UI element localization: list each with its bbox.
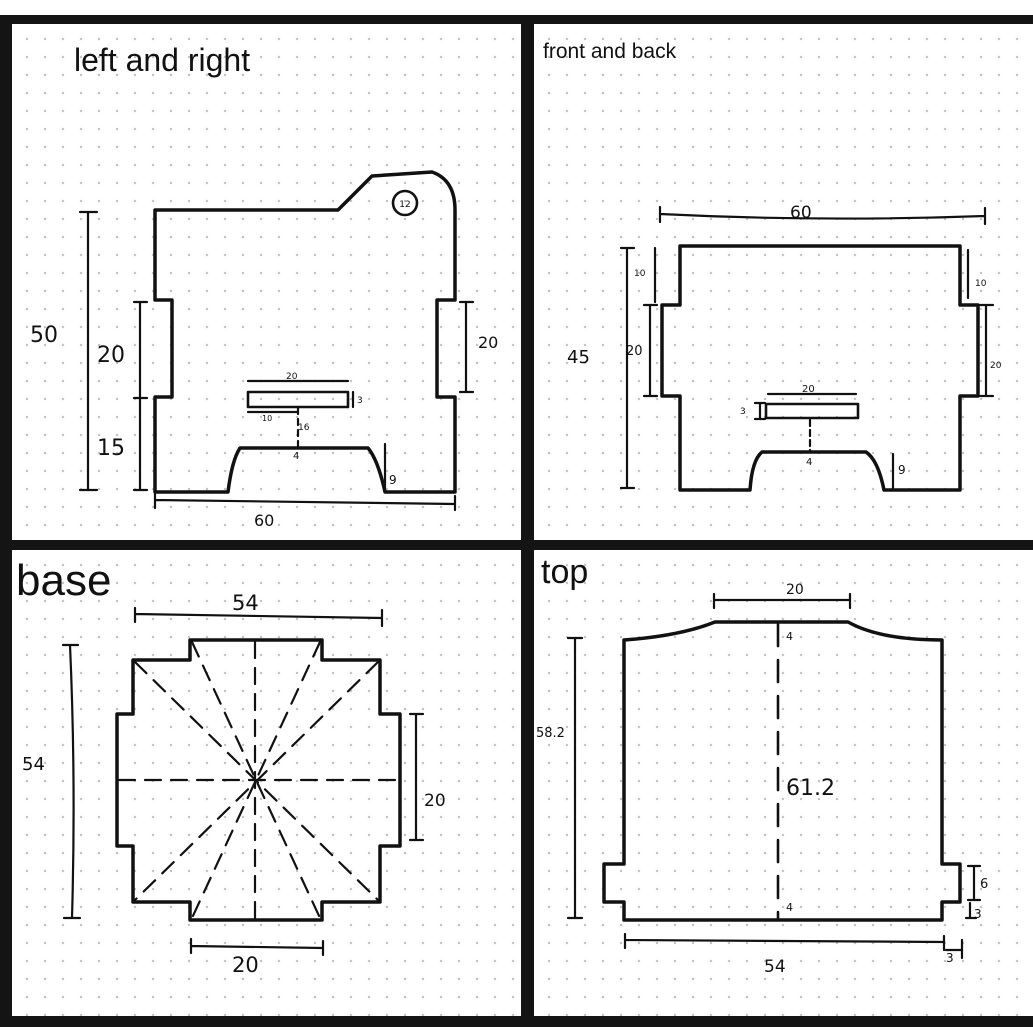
dim-line-width: [623, 932, 946, 952]
dim-width: 60: [790, 203, 812, 223]
dim-line-left-tab: [642, 303, 659, 398]
fold-line-diagonal-b: [133, 660, 380, 902]
dim-left-tab: 20: [626, 344, 643, 359]
panel-top: [534, 550, 1033, 1016]
dim-right-tab: 20: [990, 361, 1002, 371]
dim-slot-left: 10: [262, 414, 272, 423]
dim-width: 54: [232, 591, 259, 615]
dim-inner-height: 61.2: [786, 776, 835, 801]
dim-slot-width: 20: [286, 372, 298, 382]
dim-line-corner: [944, 938, 964, 960]
dim-line-width: [153, 492, 457, 512]
frame-center-horizontal: [0, 540, 1033, 550]
frame-top-border: [0, 15, 1033, 24]
left-right-outline: [153, 170, 457, 494]
panel-base: [12, 550, 521, 1016]
dim-side-small: 3: [974, 907, 982, 921]
dim-outer-height: 58.2: [536, 726, 565, 741]
dim-bottom-mark: 4: [786, 901, 793, 914]
dim-arch-top: 4: [293, 451, 299, 462]
dim-upper: 20: [97, 343, 125, 368]
dim-line-right-tab: [458, 300, 475, 394]
dim-line-slot-thickness: [753, 401, 767, 421]
dim-line-right-tab: [978, 303, 995, 398]
dim-left-top: 10: [634, 269, 646, 279]
dim-right-tab: 20: [424, 791, 446, 811]
dim-line-width: [658, 205, 987, 226]
base-outline: [115, 638, 402, 922]
dim-line-height: [78, 210, 99, 492]
dim-arch-top: 4: [806, 457, 812, 468]
dim-slot-width: 20: [802, 384, 815, 395]
dim-line-height: [61, 643, 82, 920]
frame-center-vertical: [521, 15, 534, 1027]
dim-height: 50: [30, 323, 58, 348]
dim-width: 54: [764, 957, 786, 977]
dim-side-tab: 6: [980, 877, 988, 892]
dim-line-height: [619, 246, 636, 490]
dim-right-tab: 20: [478, 333, 498, 352]
frame-left-border: [0, 15, 12, 1027]
dim-line-upper: [132, 300, 149, 400]
dim-slot-thickness: 3: [357, 396, 363, 406]
panel-left-and-right: [12, 24, 521, 540]
dim-line-width: [133, 606, 384, 628]
top-sketch: 20 58.2 4 61.2 4 6 3 54 3: [536, 582, 988, 977]
frame-bottom-border: [0, 1016, 1033, 1027]
panel-title-left-and-right: left and right: [74, 42, 251, 78]
dim-hole: 12: [399, 200, 410, 210]
top-outline: [602, 620, 962, 922]
panel-title-top: top: [541, 553, 589, 591]
dim-right-top: 10: [975, 279, 987, 289]
front-back-sketch: 60 45 10 20 10 20 20 3 4 9: [567, 203, 1002, 492]
front-back-outline: [660, 244, 980, 492]
base-sketch: 54 54 20 20: [22, 591, 446, 977]
left-right-sketch: 12 50 20 15 20 20 3 10 16 4 9 60: [30, 170, 498, 530]
panel-title-base: base: [16, 556, 112, 605]
dim-bottom-tab: 20: [232, 953, 259, 977]
dim-line-side-tab: [966, 864, 982, 902]
dim-line-right-tab: [408, 712, 425, 842]
dim-tab: 20: [786, 582, 804, 598]
dim-lower: 15: [97, 436, 125, 461]
slot-rect: [764, 402, 860, 420]
dim-line-bottom-tab: [189, 937, 325, 957]
slot-rect: [246, 390, 350, 409]
dim-line-side-small: [964, 901, 978, 920]
dim-corner: 3: [946, 951, 954, 965]
dim-slot-thickness: 3: [740, 407, 746, 417]
dim-height: 45: [567, 347, 590, 368]
dim-line-tab: [712, 592, 852, 610]
dim-top-mark: 4: [786, 630, 793, 643]
dim-height: 54: [22, 754, 45, 775]
dim-width: 60: [254, 511, 274, 530]
panel-front-and-back: [534, 24, 1033, 540]
dim-foot: 9: [389, 473, 397, 487]
dim-line-lower: [132, 396, 149, 492]
dim-foot: 9: [898, 463, 906, 477]
panel-title-front-and-back: front and back: [543, 40, 677, 63]
dim-line-outer-height: [566, 636, 584, 920]
dim-slot-gap: 16: [298, 423, 310, 433]
hole-circle: [391, 189, 419, 217]
